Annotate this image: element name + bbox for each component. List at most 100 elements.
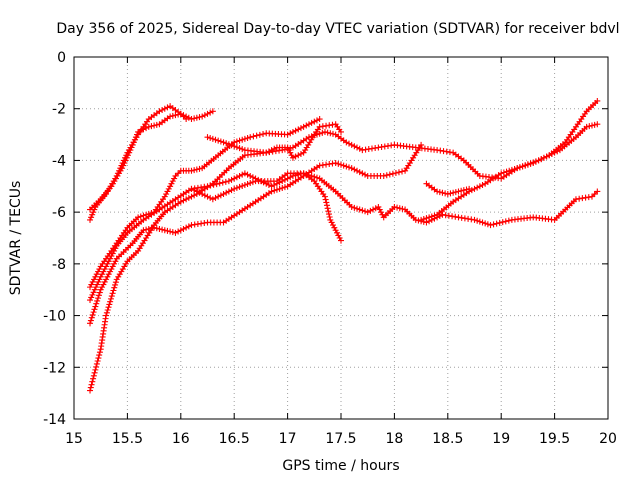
data-point [129,141,136,148]
data-point [180,113,187,120]
data-point [331,224,338,231]
data-point [499,219,506,226]
x-tick-label: 16 [172,431,190,447]
data-point [93,360,100,367]
data-point [90,372,97,379]
data-point [268,188,275,195]
data-point [95,278,102,285]
data-point [426,214,433,221]
data-point [231,185,238,192]
data-point [111,284,118,291]
series-track-10 [418,97,601,223]
data-point [94,281,101,288]
data-point [183,116,190,123]
data-point [93,271,100,278]
data-point [91,276,98,283]
data-point [169,229,176,236]
data-point [239,136,246,143]
data-point [88,214,95,221]
data-point [216,180,223,187]
data-point [153,121,160,128]
data-point [594,97,601,104]
grid [74,57,608,419]
data-point [88,281,95,288]
data-point [287,149,294,156]
data-point [124,152,131,159]
data-point [90,375,97,382]
x-tick-label: 17 [279,431,297,447]
data-point [196,114,203,121]
data-point [228,187,235,194]
data-point [591,191,598,198]
series-track-5 [87,141,425,327]
data-point [594,121,601,128]
data-point [204,134,211,141]
data-point [332,227,339,234]
data-point [222,178,229,185]
data-point [97,273,104,280]
data-point [239,146,246,153]
data-point [444,191,451,198]
data-point [196,165,203,172]
data-point [493,220,500,227]
data-point [199,113,206,120]
data-point [452,189,459,196]
data-point [450,189,457,196]
data-point [273,186,280,193]
data-point [90,309,97,316]
data-point [193,114,200,121]
data-point [201,112,208,119]
data-point [143,226,150,233]
data-point [476,183,483,190]
data-point [231,143,238,150]
data-point [324,205,331,212]
data-point [104,307,111,314]
data-point [233,174,240,181]
data-point [90,209,97,216]
data-point [233,138,240,145]
data-point [256,131,263,138]
data-point [103,312,110,319]
data-point [538,156,545,163]
data-point [87,320,94,327]
data-point [93,363,100,370]
data-point [338,161,344,168]
x-tick-label: 15 [65,431,83,447]
data-point [500,169,507,176]
data-point [362,208,369,215]
data-point [508,166,515,173]
data-point [303,171,310,178]
data-point [225,141,232,148]
data-point [107,268,114,275]
data-series-group [87,97,601,394]
data-point [112,258,119,265]
data-point [292,153,299,160]
data-point [336,235,343,241]
data-point [107,298,114,305]
data-point [319,129,326,136]
data-point [532,158,539,165]
data-point [311,173,318,180]
data-point [219,179,226,186]
data-point [511,166,518,173]
data-point [109,263,116,270]
data-point [105,258,112,265]
data-point [386,171,393,178]
data-point [92,303,99,310]
data-point [193,166,200,173]
data-point [191,115,198,122]
data-point [333,229,340,236]
data-point [228,176,235,183]
data-point [88,314,95,321]
data-point [303,122,310,129]
data-point [297,125,304,132]
data-point [338,237,344,244]
data-point [168,180,175,187]
data-point [95,292,102,299]
data-point [244,181,251,188]
data-point [97,286,104,293]
data-point [285,147,292,154]
data-point [180,225,187,232]
data-point [171,175,178,182]
data-point [191,192,198,199]
